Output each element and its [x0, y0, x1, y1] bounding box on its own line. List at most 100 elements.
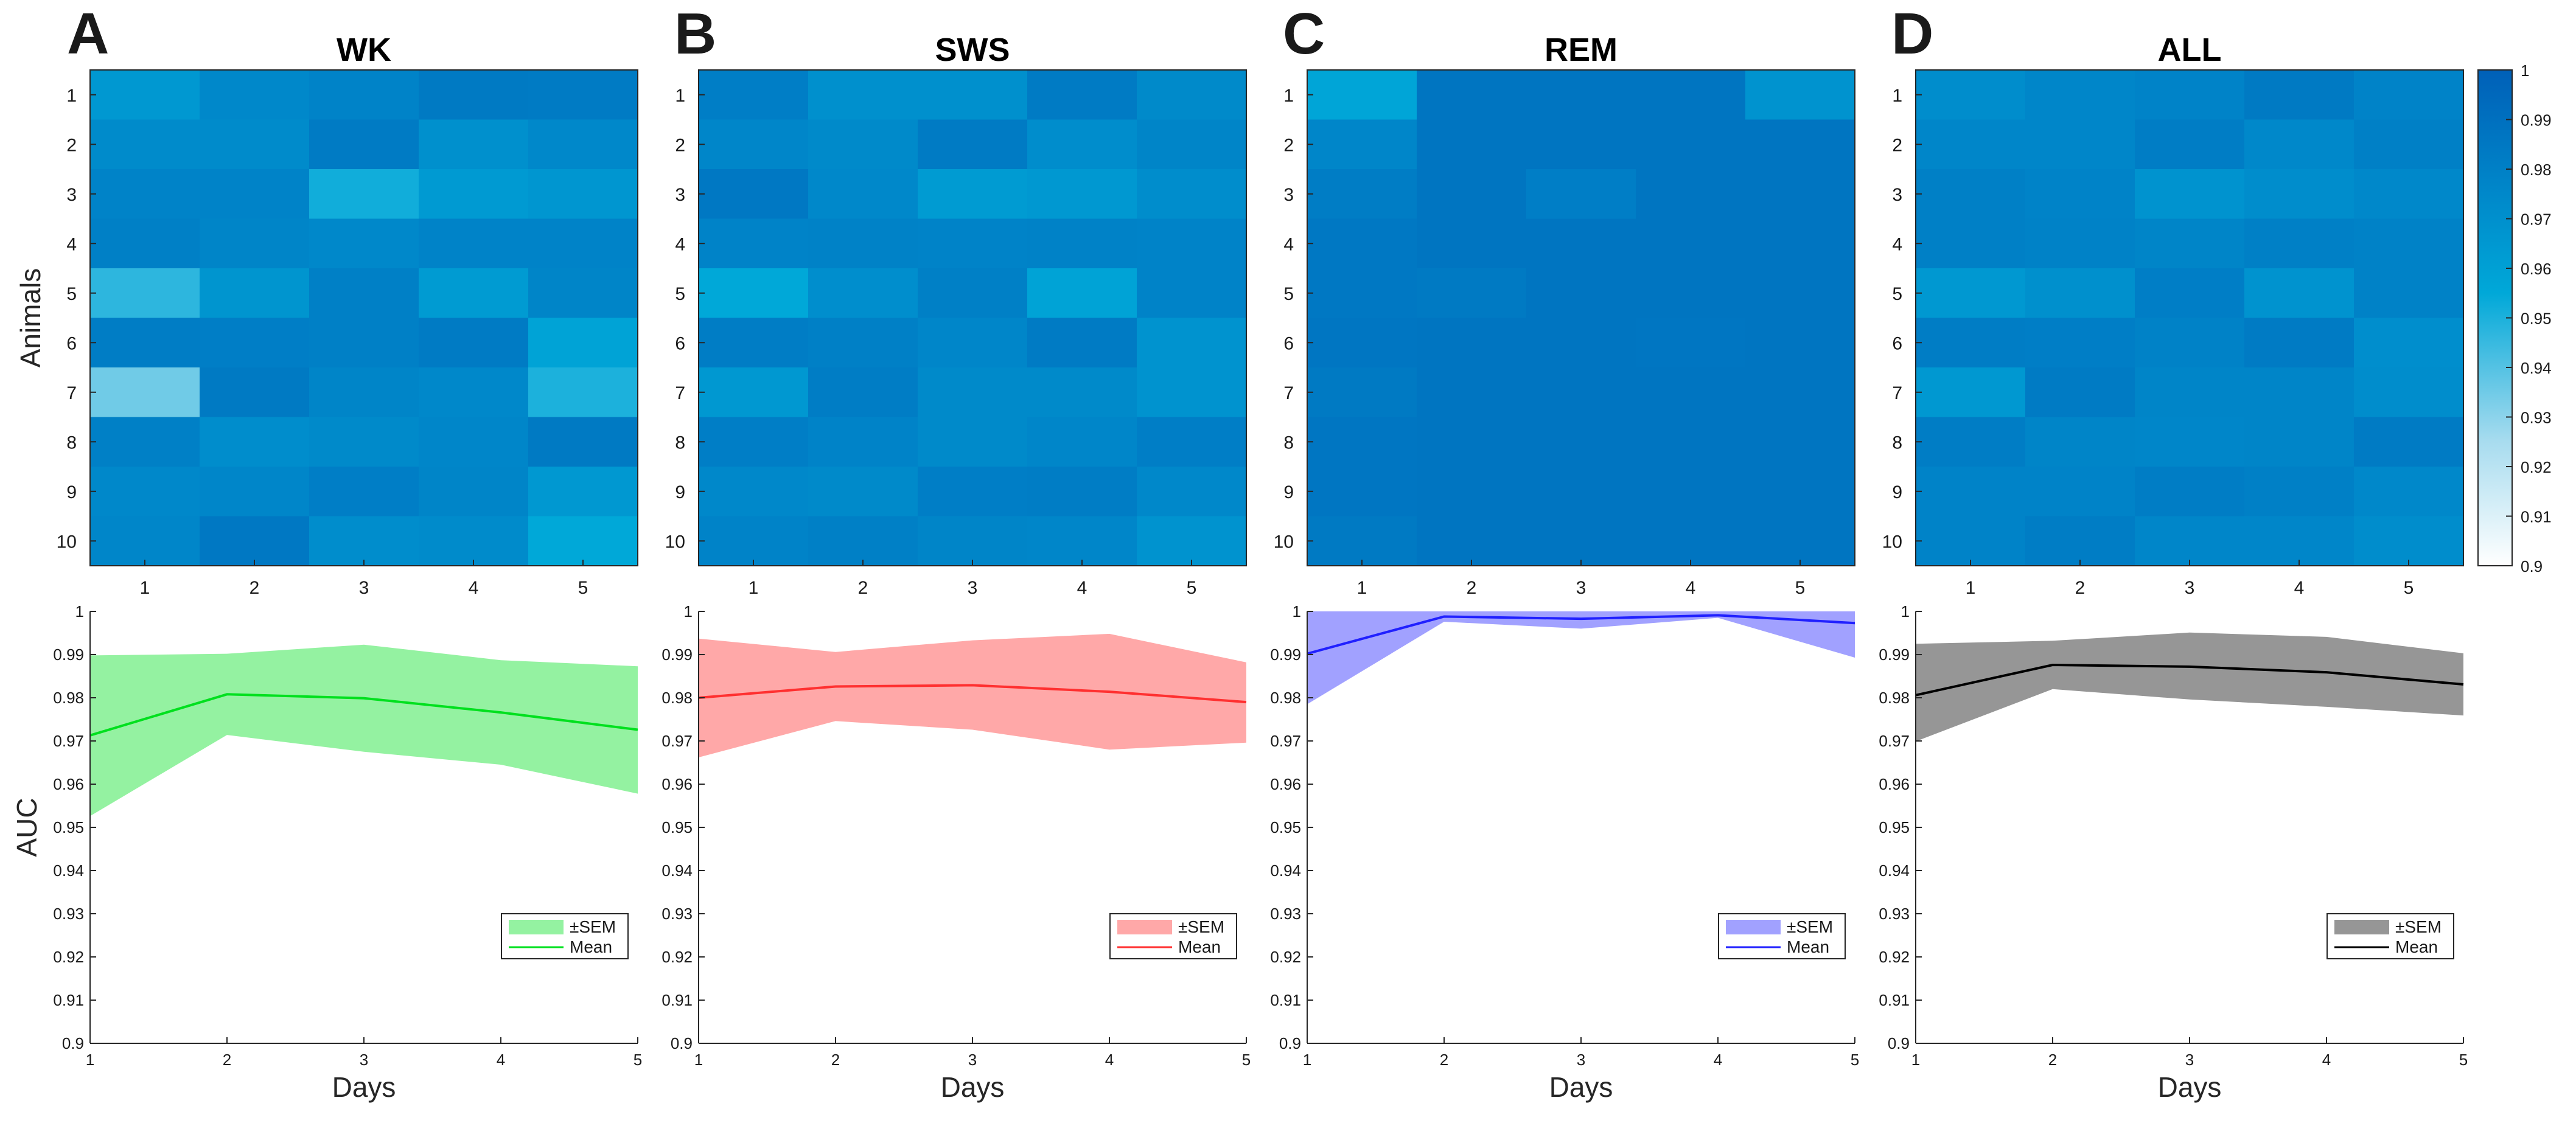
panel-letter: C [1283, 1, 1325, 66]
x-tick-label: 3 [359, 578, 369, 598]
mean-line [1307, 614, 1855, 655]
heatmap-cell [90, 119, 200, 170]
heatmap-cell [1636, 218, 1746, 269]
y-tick-label: 0.98 [53, 689, 84, 707]
heatmap-cell [1417, 268, 1527, 319]
heatmap-cell [2025, 417, 2135, 467]
heatmap-cell [419, 119, 529, 170]
heatmap-cell [1916, 70, 2026, 120]
heatmap-cell [1526, 70, 1636, 120]
sem-band [1916, 632, 2463, 742]
sem-band [90, 644, 638, 816]
x-tick-label: 5 [1242, 1051, 1251, 1069]
y-tick-label: 0.95 [1879, 818, 1910, 836]
x-tick-label: 2 [223, 1051, 231, 1069]
heatmap-cell [309, 119, 419, 170]
line-chart-rem: 0.9 0.91 0.92 0.93 0.94 0.95 0.96 0.97 0.98 0.99 1… [1270, 602, 1859, 1103]
mean-line [1915, 663, 2464, 697]
mean-line [698, 684, 1247, 704]
x-tick-label: 4 [1105, 1051, 1114, 1069]
heatmap-cell [1745, 516, 1855, 566]
y-tick-label: 0.91 [1270, 991, 1301, 1009]
heatmap-cell [1027, 119, 1137, 170]
heatmap-cell [528, 318, 638, 368]
heatmap-cell [419, 268, 529, 319]
heatmap-cell [699, 417, 809, 467]
y-tick-label: 0.96 [1879, 775, 1910, 793]
y-tick-label: 9 [675, 482, 685, 502]
heatmap-cell [2135, 119, 2245, 170]
line-chart-all: 0.9 0.91 0.92 0.93 0.94 0.95 0.96 0.97 0.98 0.99 1… [1879, 602, 2468, 1103]
y-tick-label: 8 [675, 433, 685, 453]
line-chart-sws: 0.9 0.91 0.92 0.93 0.94 0.95 0.96 0.97 0.98 0.99 1… [661, 602, 1251, 1103]
heatmap-cell [1417, 516, 1527, 566]
y-axis-label: AUC [11, 798, 43, 857]
heatmap-cell [808, 516, 918, 566]
y-tick-label: 4 [1283, 234, 1294, 254]
colorbar-tick-label: 0.98 [2521, 161, 2552, 179]
legend-swatch-sem [1117, 920, 1172, 934]
x-tick-label: 1 [1303, 1051, 1311, 1069]
x-tick-label: 5 [1187, 578, 1197, 598]
heatmap-cell [699, 70, 809, 120]
heatmap-cell [90, 516, 200, 566]
heatmap-cell [2025, 467, 2135, 517]
heatmap-cell [1916, 516, 2026, 566]
x-tick-label: 5 [2404, 578, 2414, 598]
heatmap-cell [808, 268, 918, 319]
y-tick-label: 6 [66, 333, 77, 353]
heatmap-cell [1307, 169, 1417, 220]
x-tick-label: 1 [694, 1051, 703, 1069]
heatmap-cell [2135, 417, 2245, 467]
heatmap-cell [1417, 169, 1527, 220]
x-tick-label: 2 [831, 1051, 840, 1069]
heatmap-cell [918, 417, 1028, 467]
heatmap-cell [699, 367, 809, 418]
heatmap-cell [1916, 367, 2026, 418]
heatmap-cell [528, 467, 638, 517]
legend-label-mean: Mean [1787, 937, 1829, 956]
colorbar-tick-label: 0.96 [2521, 260, 2552, 278]
heatmap-cell [1137, 516, 1247, 566]
x-tick-label: 2 [2075, 578, 2086, 598]
heatmap-cell [200, 169, 310, 220]
x-tick-label: 1 [140, 578, 150, 598]
heatmap-cell [90, 169, 200, 220]
y-tick-label: 0.95 [661, 818, 693, 836]
legend-label-mean: Mean [2395, 937, 2438, 956]
heatmap-cell [2244, 318, 2354, 368]
y-tick-label: 9 [66, 482, 77, 502]
heatmap-cell [90, 218, 200, 269]
legend-label-sem: ±SEM [570, 917, 616, 936]
y-tick-label: 0.95 [1270, 818, 1301, 836]
heatmap-cell [699, 467, 809, 517]
heatmap-cell [1526, 268, 1636, 319]
heatmap-cell [90, 70, 200, 120]
heatmap-cell [200, 70, 310, 120]
heatmap-cell [1636, 169, 1746, 220]
x-tick-label: 3 [1577, 1051, 1585, 1069]
heatmap-cell [1417, 119, 1527, 170]
heatmap-cell [1417, 218, 1527, 269]
y-tick-label: 0.9 [1279, 1034, 1301, 1052]
x-tick-label: 1 [749, 578, 759, 598]
panel-title: WK [337, 32, 391, 68]
heatmap-cell [1417, 467, 1527, 517]
heatmap-cell [2354, 318, 2464, 368]
heatmap-cell [1027, 70, 1137, 120]
heatmap-cell [1916, 467, 2026, 517]
y-tick-label: 2 [66, 135, 77, 155]
heatmap-cell [1137, 169, 1247, 220]
colorbar-tick-label: 0.97 [2521, 210, 2552, 229]
heatmap-cell [1916, 268, 2026, 319]
x-axis-label: Days [332, 1071, 396, 1103]
x-tick-label: 5 [634, 1051, 642, 1069]
y-tick-label: 8 [1892, 433, 1902, 453]
x-tick-label: 4 [2294, 578, 2305, 598]
y-tick-label: 10 [1274, 532, 1294, 552]
x-tick-label: 3 [968, 1051, 977, 1069]
heatmap-cell [699, 318, 809, 368]
heatmap-cell [2354, 70, 2464, 120]
y-tick-label: 0.94 [1879, 861, 1910, 880]
